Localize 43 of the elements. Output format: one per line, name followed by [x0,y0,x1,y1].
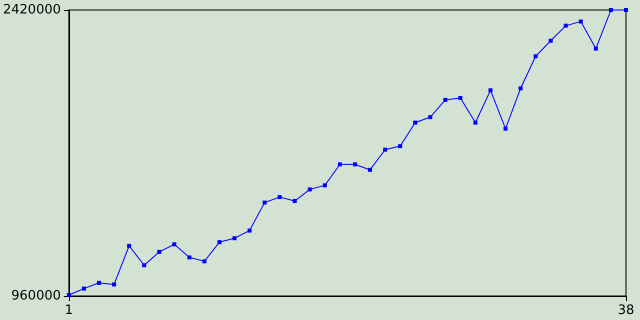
point [548,38,553,43]
point [413,120,418,125]
point [458,96,462,100]
x-tick-label: 1 [64,303,74,318]
point [504,126,508,131]
point [594,46,598,51]
line-series [66,8,628,298]
point [564,24,568,28]
point [428,115,432,120]
point [172,242,176,246]
point [157,250,162,254]
y-tick-label: 960000 [11,288,61,304]
point [308,187,312,192]
y-tick-label: 2420000 [2,2,61,18]
point [112,282,116,286]
point [142,263,146,268]
point [488,88,492,92]
point [82,286,86,291]
point [202,259,206,264]
point [66,293,71,298]
point [248,228,252,233]
point [187,255,192,260]
point [232,236,237,240]
point [443,98,448,102]
point [473,120,478,125]
point [338,162,342,166]
point [383,148,388,152]
point [398,144,402,148]
point [292,198,297,203]
point [534,54,538,58]
point [624,8,628,12]
point [608,8,613,12]
point [262,200,267,205]
point [217,240,222,244]
point [368,168,372,172]
point [518,86,523,90]
point [127,244,132,248]
point [578,20,583,24]
point [97,280,102,285]
x-tick-label: 38 [618,303,634,318]
point [278,195,282,200]
point [322,183,327,188]
point [352,162,357,166]
